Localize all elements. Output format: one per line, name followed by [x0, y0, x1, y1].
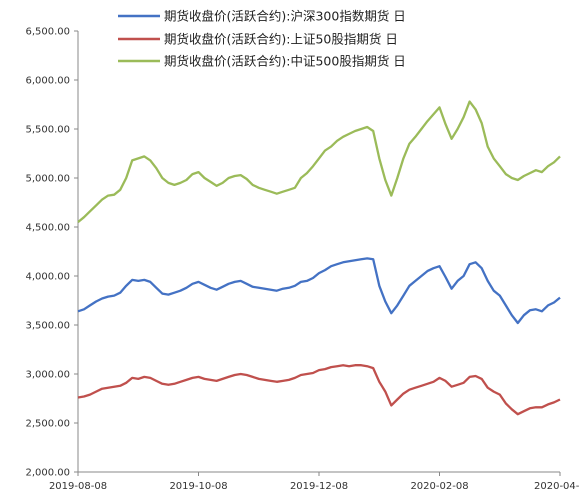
x-tick-label: 2019-10-08	[169, 481, 227, 492]
legend: 期货收盘价(活跃合约):沪深300指数期货 日 期货收盘价(活跃合约):上证50…	[118, 9, 406, 69]
y-tick-label: 3,000.00	[25, 370, 70, 381]
y-tick-label: 2,500.00	[25, 419, 70, 430]
legend-label-sz50: 期货收盘价(活跃合约):上证50股指期货 日	[164, 32, 398, 47]
axes: 2,000.00 2,500.00 3,000.00 3,500.00 4,000.00…	[25, 27, 579, 493]
series-line-zz500	[77, 100, 561, 223]
y-tick-label: 6,500.00	[25, 27, 70, 38]
legend-label-hs300: 期货收盘价(活跃合约):沪深300指数期货 日	[164, 9, 406, 24]
y-tick-label: 6,000.00	[25, 76, 70, 87]
plot-area	[77, 100, 561, 416]
x-tick-label: 2019-12-08	[290, 481, 348, 492]
y-tick-label: 4,500.00	[25, 223, 70, 234]
y-tick-label: 3,500.00	[25, 321, 70, 332]
y-tick-label: 4,000.00	[25, 272, 70, 283]
x-tick-label: 2020-04-	[534, 481, 580, 492]
y-tick-label: 5,500.00	[25, 125, 70, 136]
series-line-sz50	[77, 364, 561, 416]
x-tick-label: 2019-08-08	[49, 481, 107, 492]
y-tick-label: 5,000.00	[25, 174, 70, 185]
x-tick-label: 2020-02-08	[410, 481, 468, 492]
series-line-hs300	[77, 257, 561, 325]
legend-label-zz500: 期货收盘价(活跃合约):中证500股指期货 日	[164, 54, 406, 69]
y-tick-label: 2,000.00	[25, 468, 70, 479]
